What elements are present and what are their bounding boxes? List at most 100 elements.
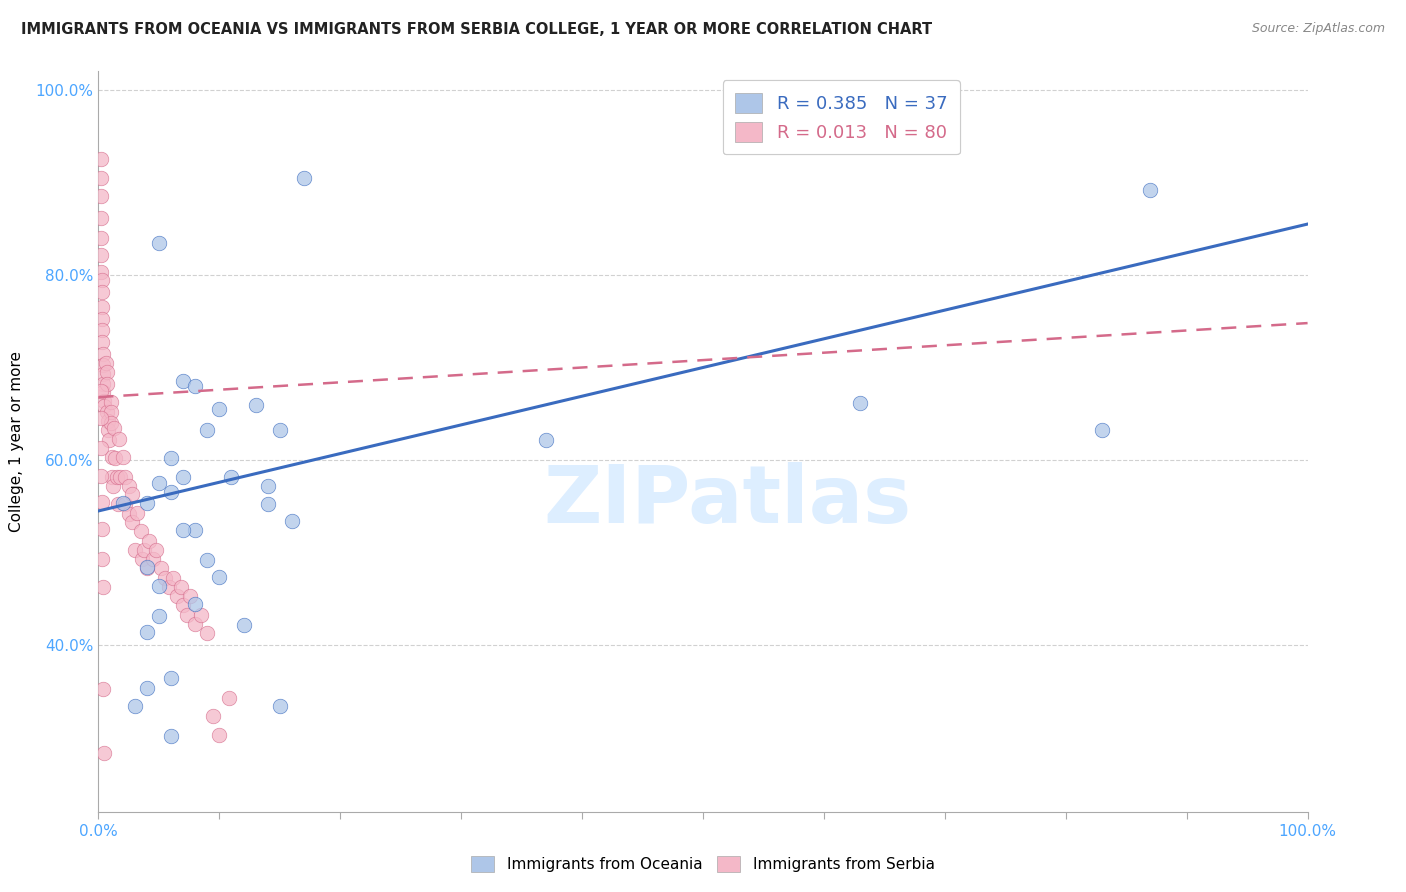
- Point: [256, 479, 278, 493]
- Point: [1139, 183, 1161, 197]
- Point: [148, 608, 170, 623]
- Point: [104, 451, 127, 466]
- Point: [90, 468, 112, 483]
- Point: [114, 469, 136, 483]
- Point: [91, 580, 114, 594]
- Point: [124, 699, 146, 714]
- Point: [256, 498, 278, 512]
- Point: [184, 598, 207, 612]
- Point: [101, 479, 124, 493]
- Point: [172, 599, 194, 613]
- Point: [160, 451, 183, 466]
- Point: [103, 420, 125, 434]
- Point: [245, 398, 267, 412]
- Point: [195, 553, 218, 567]
- Point: [93, 400, 115, 414]
- Point: [90, 384, 112, 398]
- Point: [121, 487, 143, 501]
- Point: [184, 616, 207, 631]
- Point: [135, 625, 157, 640]
- Point: [148, 579, 170, 593]
- Point: [142, 552, 165, 566]
- Point: [100, 405, 122, 419]
- Point: [166, 589, 188, 603]
- Point: [91, 346, 114, 360]
- Point: [90, 265, 112, 279]
- Point: [148, 235, 170, 250]
- Point: [160, 485, 183, 500]
- Point: [232, 617, 254, 632]
- Point: [195, 424, 218, 438]
- Point: [91, 523, 114, 537]
- Point: [114, 498, 136, 512]
- Point: [108, 469, 131, 483]
- Point: [131, 552, 153, 566]
- Point: [195, 626, 218, 640]
- Point: [108, 432, 131, 446]
- Point: [91, 324, 114, 338]
- Point: [172, 375, 194, 389]
- Point: [184, 379, 207, 393]
- Point: [90, 189, 112, 203]
- Point: [91, 681, 114, 696]
- Point: [91, 358, 114, 372]
- Point: [100, 416, 122, 430]
- Legend: R = 0.385   N = 37, R = 0.013   N = 80: R = 0.385 N = 37, R = 0.013 N = 80: [723, 80, 960, 154]
- Point: [1091, 424, 1114, 438]
- Point: [93, 393, 115, 408]
- Point: [107, 498, 129, 512]
- Point: [269, 424, 291, 438]
- Point: [135, 495, 157, 509]
- Legend: Immigrants from Oceania, Immigrants from Serbia: Immigrants from Oceania, Immigrants from…: [464, 848, 942, 880]
- Point: [111, 495, 134, 509]
- Point: [91, 272, 114, 286]
- Point: [208, 728, 231, 742]
- Point: [96, 365, 118, 379]
- Text: ZIPatlas: ZIPatlas: [543, 462, 911, 540]
- Point: [96, 377, 118, 392]
- Point: [90, 411, 112, 425]
- Point: [90, 211, 112, 225]
- Point: [169, 580, 191, 594]
- Point: [292, 170, 315, 185]
- Point: [118, 507, 141, 521]
- Point: [184, 524, 207, 538]
- Point: [94, 356, 117, 370]
- Point: [97, 424, 120, 438]
- Point: [91, 385, 114, 400]
- Point: [208, 402, 231, 417]
- Point: [202, 709, 225, 723]
- Point: [90, 153, 112, 167]
- Point: [90, 170, 112, 185]
- Point: [91, 552, 114, 566]
- Point: [190, 607, 212, 622]
- Point: [221, 469, 243, 483]
- Point: [118, 479, 141, 493]
- Point: [135, 560, 157, 574]
- Point: [281, 514, 304, 528]
- Point: [179, 589, 201, 603]
- Point: [91, 301, 114, 315]
- Point: [91, 312, 114, 326]
- Point: [534, 433, 557, 447]
- Point: [153, 571, 176, 585]
- Point: [172, 524, 194, 538]
- Point: [157, 580, 180, 594]
- Point: [162, 571, 184, 585]
- Point: [97, 414, 120, 428]
- Point: [105, 469, 128, 483]
- Point: [111, 450, 134, 465]
- Point: [135, 561, 157, 575]
- Point: [160, 672, 183, 686]
- Point: [90, 231, 112, 245]
- Point: [100, 394, 122, 409]
- Point: [91, 494, 114, 508]
- Point: [160, 729, 183, 743]
- Point: [849, 395, 872, 409]
- Point: [218, 690, 240, 705]
- Point: [208, 569, 231, 583]
- Point: [127, 506, 149, 520]
- Point: [98, 433, 121, 447]
- Point: [269, 699, 291, 714]
- Point: [150, 561, 173, 575]
